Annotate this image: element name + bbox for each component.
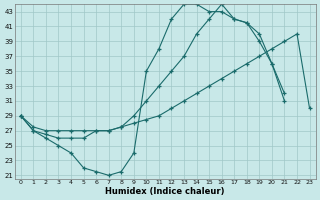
X-axis label: Humidex (Indice chaleur): Humidex (Indice chaleur) (106, 187, 225, 196)
